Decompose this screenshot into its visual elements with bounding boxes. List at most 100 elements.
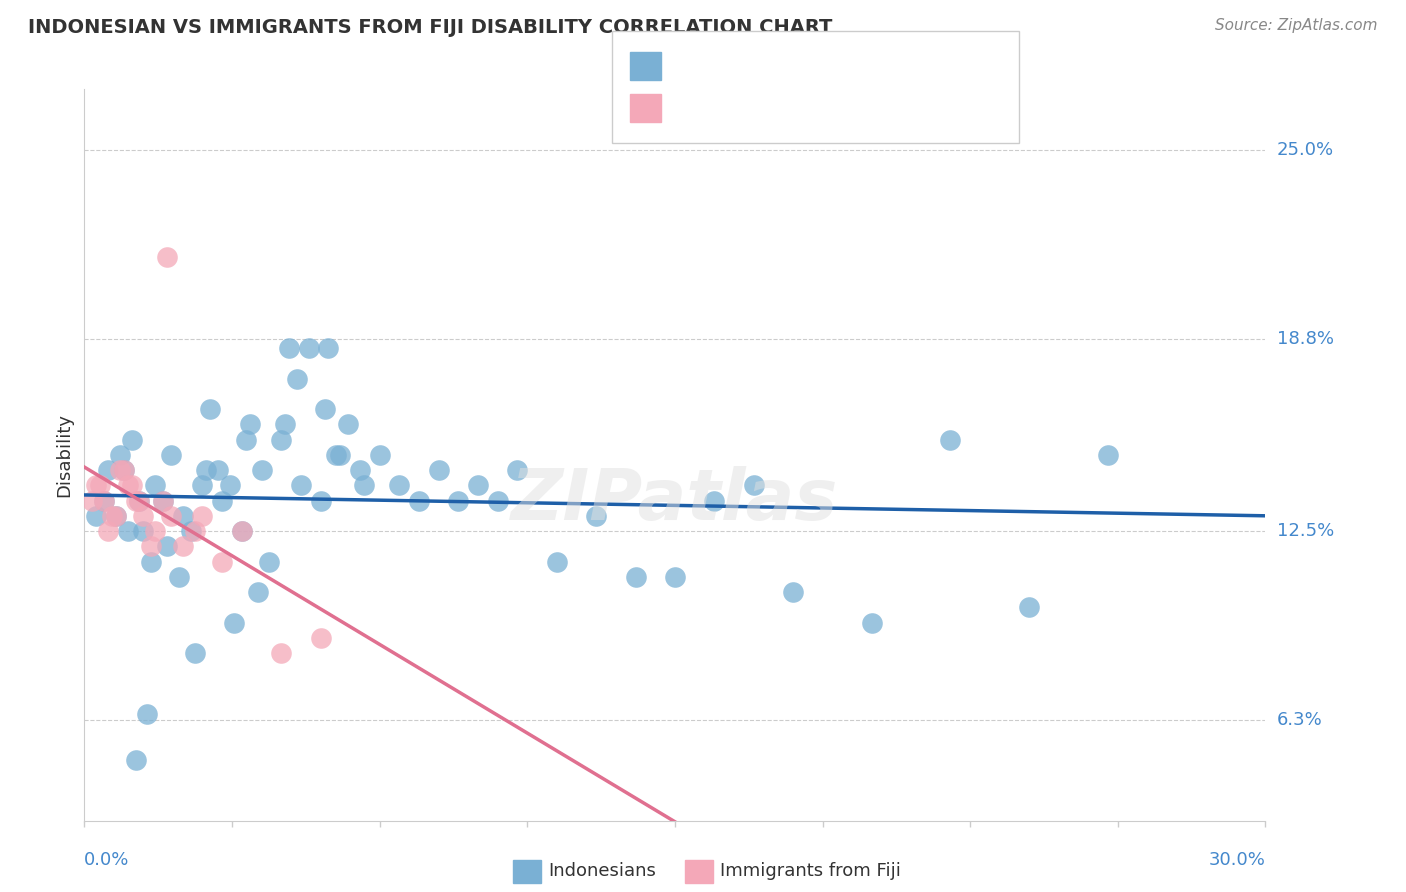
Point [388, 478, 411, 492]
Point [108, 463, 131, 477]
Point [222, 615, 245, 630]
Point [546, 555, 568, 569]
Text: 67: 67 [851, 57, 873, 75]
Point [309, 493, 332, 508]
Point [298, 341, 321, 355]
Point [231, 524, 253, 538]
Point [143, 478, 166, 492]
Point [664, 570, 686, 584]
Point [82, 493, 104, 508]
Point [128, 493, 150, 508]
Point [136, 706, 159, 721]
Point [183, 646, 205, 660]
Point [624, 570, 647, 584]
Point [117, 478, 139, 492]
Point [860, 615, 883, 630]
Text: Source: ZipAtlas.com: Source: ZipAtlas.com [1215, 18, 1378, 33]
Point [89, 478, 111, 492]
Point [1097, 448, 1119, 462]
Point [325, 448, 347, 462]
Text: ZIPatlas: ZIPatlas [512, 467, 838, 535]
Text: 6.3%: 6.3% [1277, 711, 1322, 729]
Text: R =: R = [668, 99, 707, 117]
Point [152, 493, 174, 508]
Point [246, 585, 269, 599]
Point [447, 493, 470, 508]
Point [250, 463, 273, 477]
Point [200, 402, 222, 417]
Point [278, 341, 301, 355]
Point [191, 508, 214, 523]
Text: 0.0%: 0.0% [84, 851, 129, 869]
Point [141, 555, 163, 569]
Point [259, 555, 281, 569]
Point [353, 478, 375, 492]
Point [84, 508, 107, 523]
Point [93, 493, 115, 508]
Point [128, 493, 150, 508]
Point [84, 478, 107, 492]
Point [191, 478, 214, 492]
Point [121, 433, 143, 447]
Text: 18.8%: 18.8% [1277, 330, 1333, 348]
Point [1018, 600, 1040, 615]
Text: R =: R = [668, 57, 707, 75]
Point [121, 478, 143, 492]
Point [349, 463, 371, 477]
Point [314, 402, 336, 417]
Point [207, 463, 229, 477]
Point [235, 433, 257, 447]
Point [285, 372, 308, 386]
Text: N =: N = [813, 57, 852, 75]
Point [703, 493, 725, 508]
Point [270, 433, 292, 447]
Text: 25.0%: 25.0% [1277, 141, 1334, 159]
Point [467, 478, 489, 492]
Point [239, 417, 262, 432]
Point [270, 646, 292, 660]
Point [152, 493, 174, 508]
Text: 0.648: 0.648 [706, 99, 756, 117]
Point [101, 508, 124, 523]
Point [309, 631, 332, 645]
Point [742, 478, 765, 492]
Point [172, 539, 194, 553]
Point [143, 524, 166, 538]
Point [93, 493, 115, 508]
Point [104, 508, 127, 523]
Point [132, 508, 155, 523]
Point [329, 448, 352, 462]
Point [219, 478, 242, 492]
Y-axis label: Disability: Disability [55, 413, 73, 497]
Point [132, 524, 155, 538]
Point [108, 448, 131, 462]
Point [167, 570, 190, 584]
Text: -0.057: -0.057 [706, 57, 763, 75]
Point [486, 493, 509, 508]
Point [160, 448, 183, 462]
Point [112, 463, 135, 477]
Point [506, 463, 529, 477]
Text: INDONESIAN VS IMMIGRANTS FROM FIJI DISABILITY CORRELATION CHART: INDONESIAN VS IMMIGRANTS FROM FIJI DISAB… [28, 18, 832, 37]
Point [156, 250, 179, 264]
Point [195, 463, 218, 477]
Point [112, 463, 135, 477]
Point [211, 493, 233, 508]
Point [585, 508, 607, 523]
Point [156, 539, 179, 553]
Point [231, 524, 253, 538]
Point [97, 463, 120, 477]
Point [117, 524, 139, 538]
Point [274, 417, 297, 432]
Text: N =: N = [813, 99, 852, 117]
Point [939, 433, 962, 447]
Point [141, 539, 163, 553]
Point [427, 463, 450, 477]
Point [368, 448, 391, 462]
Point [124, 493, 146, 508]
Point [124, 753, 146, 767]
Point [172, 508, 194, 523]
Text: 12.5%: 12.5% [1277, 522, 1334, 541]
Point [408, 493, 430, 508]
Text: Indonesians: Indonesians [548, 863, 657, 880]
